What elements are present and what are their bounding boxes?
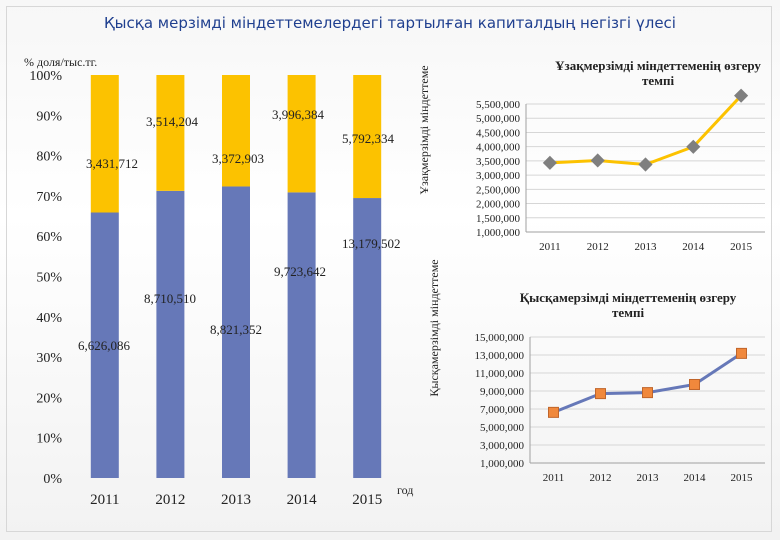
line-xtick-label: 2015	[731, 472, 754, 484]
slide-frame	[6, 6, 772, 532]
line-ytick-label: 5,000,000	[476, 113, 521, 125]
bar-data-label: 3,996,384	[272, 107, 325, 122]
slide-title: Қысқа мерзімді міндеттемелердегі тартылғ…	[104, 14, 676, 32]
bar-ytick-label: 60%	[36, 230, 62, 245]
data-point-marker	[542, 155, 557, 170]
bar-data-label: 9,723,642	[274, 264, 326, 279]
data-point-marker	[642, 387, 653, 399]
bar-ytick-label: 70%	[36, 190, 62, 205]
bar-ytick-label: 0%	[43, 472, 62, 487]
bar-long-term	[353, 75, 382, 199]
line-ytick-label: 13,000,000	[475, 350, 525, 362]
data-point-marker	[638, 157, 653, 172]
line-ytick-label: 15,000,000	[475, 332, 525, 344]
bar-ytick-label: 40%	[36, 311, 62, 326]
line-xtick-label: 2011	[543, 472, 565, 484]
bar-short-term	[222, 186, 250, 478]
legend-short-term-label: Қысқамерзімді міндеттеме	[427, 259, 441, 396]
line-ytick-label: 1,000,000	[480, 458, 525, 470]
bar-short-term	[353, 198, 382, 478]
bar-long-term	[222, 75, 250, 187]
bar-short-term	[287, 192, 316, 478]
line-xtick-label: 2014	[682, 241, 705, 253]
line-ytick-label: 3,500,000	[476, 156, 521, 168]
bar-data-label: 3,514,204	[146, 114, 199, 129]
bar-ytick-label: 30%	[36, 351, 62, 366]
bar-ylabel-top: % доля/тыс.тг.	[24, 55, 97, 69]
line-ytick-label: 4,000,000	[476, 142, 521, 154]
bar-data-label: 3,431,712	[86, 156, 138, 171]
data-point-marker	[590, 153, 605, 168]
line-ytick-label: 1,500,000	[476, 213, 521, 225]
bar-xtick-label: 2012	[155, 492, 185, 508]
bar-long-term	[156, 75, 185, 191]
line-chart-title: Қысқамерзімді міндеттеменің өзгеру темпі	[520, 290, 737, 320]
bar-short-term	[156, 190, 185, 478]
data-point-marker	[736, 347, 747, 359]
data-point-marker	[595, 388, 606, 400]
bar-data-label: 8,710,510	[144, 291, 196, 306]
bar-ytick-label: 50%	[36, 271, 62, 286]
line-ytick-label: 9,000,000	[480, 386, 525, 398]
line-xtick-label: 2011	[539, 241, 561, 253]
bar-long-term	[90, 75, 119, 213]
line-ytick-label: 4,500,000	[476, 127, 521, 139]
bar-ytick-label: 20%	[36, 391, 62, 406]
bar-ytick-label: 80%	[36, 150, 62, 165]
line-chart-1: 1,000,000 1,500,000 2,000,000 2,500,000 3,00…	[476, 88, 765, 253]
bar-data-label: 5,792,334	[342, 131, 395, 146]
data-point-marker	[689, 378, 700, 390]
line-chart-2: 1,000,000 3,000,000 5,000,000 7,000,000 9,00…	[475, 332, 765, 484]
line-xtick-label: 2012	[587, 241, 609, 253]
line-ytick-label: 7,000,000	[480, 404, 525, 416]
bar-xlabel: год	[397, 483, 413, 497]
line-xtick-label: 2013	[635, 241, 658, 253]
bar-data-label: 3,372,903	[212, 151, 264, 166]
line-xtick-label: 2015	[730, 241, 753, 253]
bar-data-label: 8,821,352	[210, 322, 262, 337]
bar-xtick-label: 2015	[352, 492, 382, 508]
line-ytick-label: 5,000,000	[480, 422, 525, 434]
line-ytick-label: 2,000,000	[476, 199, 521, 211]
legend-long-term-label: Ұзақмерзімді міндеттеме	[417, 65, 431, 194]
data-point-marker	[686, 139, 701, 154]
line-xtick-label: 2013	[637, 472, 660, 484]
line-chart-title: Ұзақмерзімді міндеттеменің өзгеру темпі	[555, 58, 761, 88]
line-ytick-label: 1,000,000	[476, 227, 521, 239]
bar-long-term	[287, 75, 316, 193]
data-point-marker	[734, 88, 749, 103]
bar-short-term	[90, 212, 119, 479]
bar-ytick-label: 10%	[36, 432, 62, 447]
line-ytick-label: 2,500,000	[476, 184, 521, 196]
line-ytick-label: 5,500,000	[476, 99, 521, 111]
bar-ytick-label: 90%	[36, 109, 62, 124]
line-xtick-label: 2014	[684, 472, 707, 484]
series-line	[549, 94, 743, 167]
data-point-marker	[548, 406, 559, 418]
bar-xtick-label: 2013	[221, 492, 251, 508]
bar-data-label: 6,626,086	[78, 338, 131, 353]
bar-xtick-label: 2011	[90, 492, 119, 508]
bar-ytick-label: 100%	[29, 69, 62, 84]
line-ytick-label: 3,000,000	[480, 440, 525, 452]
line-ytick-label: 3,000,000	[476, 170, 521, 182]
bar-xtick-label: 2014	[287, 492, 318, 508]
line-ytick-label: 11,000,000	[475, 368, 525, 380]
line-xtick-label: 2012	[590, 472, 612, 484]
series-line	[552, 352, 743, 414]
bar-data-label: 13,179,502	[342, 236, 401, 251]
